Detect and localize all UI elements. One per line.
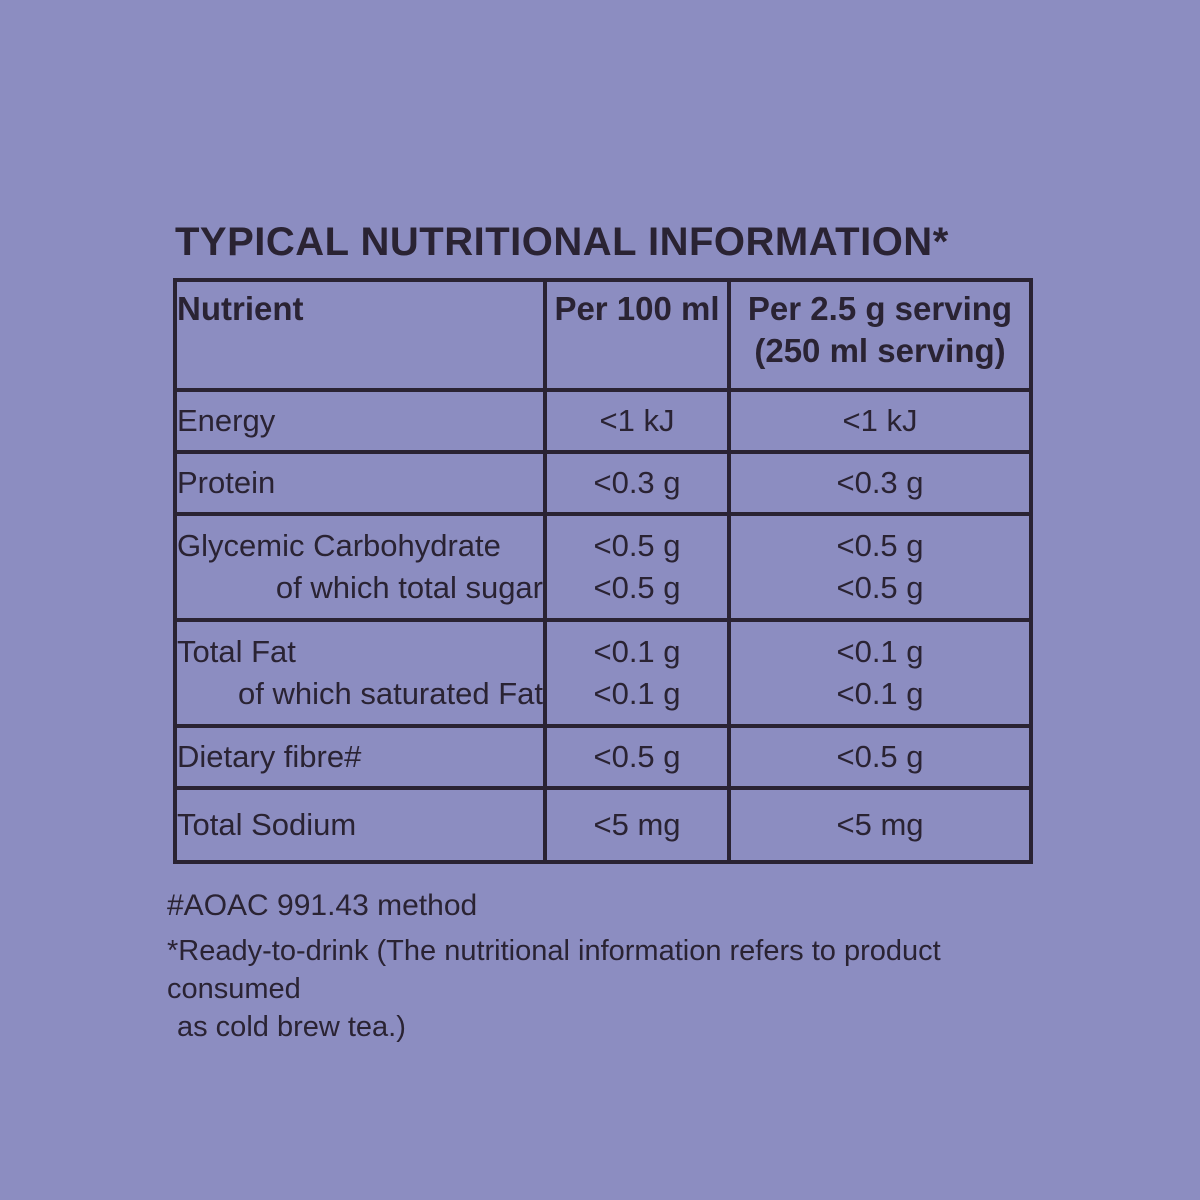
table-header-row: Nutrient Per 100 ml Per 2.5 g serving (2…: [173, 278, 1033, 392]
nutrient-label: Dietary fibre#: [173, 724, 547, 790]
value-per-100ml: <0.5 g <0.5 g: [543, 512, 731, 622]
value-per-100ml: <1 kJ: [543, 388, 731, 454]
value-per-100ml: <0.3 g: [543, 450, 731, 516]
value-per-serving: <0.5 g <0.5 g: [727, 512, 1033, 622]
footnote-ready-to-drink-line1: *Ready-to-drink (The nutritional informa…: [167, 935, 941, 1005]
value-per-100ml: <0.1 g <0.1 g: [543, 618, 731, 728]
column-header-per-serving: Per 2.5 g serving (250 ml serving): [727, 278, 1033, 392]
value-line2: <0.5 g: [836, 570, 924, 605]
value-line1: <0.1 g: [836, 634, 924, 669]
value-per-100ml: <5 mg: [543, 786, 731, 864]
value-per-serving: <5 mg: [727, 786, 1033, 864]
footnote-ready-to-drink: *Ready-to-drink (The nutritional informa…: [167, 932, 1029, 1046]
nutrition-table: Nutrient Per 100 ml Per 2.5 g serving (2…: [173, 278, 1033, 864]
value-line1: <0.1 g: [593, 634, 681, 669]
value-line2: <0.5 g: [593, 570, 681, 605]
table-row-sodium: Total Sodium <5 mg <5 mg: [173, 786, 1033, 864]
value-per-serving: <1 kJ: [727, 388, 1033, 454]
table-row-fibre: Dietary fibre# <0.5 g <0.5 g: [173, 724, 1033, 790]
nutrient-label: Energy: [173, 388, 547, 454]
nutrient-label-line1: Glycemic Carbohydrate: [177, 528, 501, 563]
column-header-nutrient: Nutrient: [173, 278, 547, 392]
value-per-serving: <0.3 g: [727, 450, 1033, 516]
footnotes: #AOAC 991.43 method *Ready-to-drink (The…: [167, 886, 1029, 1046]
table-row-protein: Protein <0.3 g <0.3 g: [173, 450, 1033, 516]
value-per-serving: <0.1 g <0.1 g: [727, 618, 1033, 728]
table-row-energy: Energy <1 kJ <1 kJ: [173, 388, 1033, 454]
nutrient-label-line2: of which total sugar: [275, 570, 543, 605]
value-line1: <0.5 g: [836, 528, 924, 563]
column-header-per-serving-line1: Per 2.5 g serving: [747, 290, 1013, 327]
value-line2: <0.1 g: [593, 676, 681, 711]
value-per-serving: <0.5 g: [727, 724, 1033, 790]
table-row-fat: Total Fat of which saturated Fat <0.1 g …: [173, 618, 1033, 728]
column-header-per-serving-line2: (250 ml serving): [754, 332, 1006, 369]
nutrient-label: Protein: [173, 450, 547, 516]
nutrient-label: Total Sodium: [173, 786, 547, 864]
nutrition-label: TYPICAL NUTRITIONAL INFORMATION* Nutrien…: [167, 220, 1033, 1046]
nutrient-label-line2: of which saturated Fat: [238, 676, 543, 711]
page-title: TYPICAL NUTRITIONAL INFORMATION*: [175, 220, 949, 264]
table-row-carbohydrate: Glycemic Carbohydrate of which total sug…: [173, 512, 1033, 622]
column-header-per-100ml: Per 100 ml: [543, 278, 731, 392]
value-line1: <0.5 g: [593, 528, 681, 563]
nutrient-label: Glycemic Carbohydrate of which total sug…: [173, 512, 547, 622]
nutrient-label-line1: Total Fat: [177, 634, 296, 669]
footnote-aoac-method: #AOAC 991.43 method: [167, 889, 478, 922]
nutrient-label: Total Fat of which saturated Fat: [173, 618, 547, 728]
value-line2: <0.1 g: [836, 676, 924, 711]
footnote-ready-to-drink-line2: as cold brew tea.): [177, 1011, 406, 1043]
value-per-100ml: <0.5 g: [543, 724, 731, 790]
